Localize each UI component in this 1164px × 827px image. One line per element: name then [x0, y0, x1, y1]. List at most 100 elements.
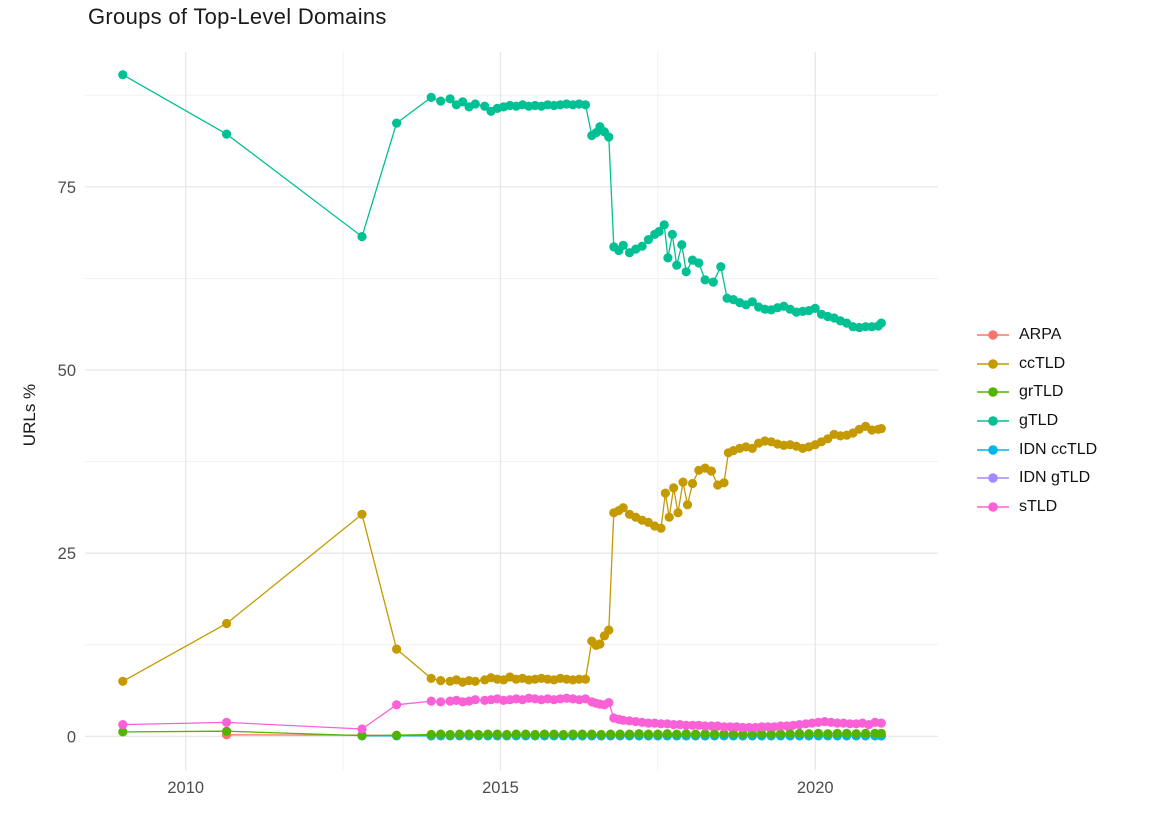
data-point [706, 466, 717, 476]
data-point [672, 260, 682, 270]
data-point [624, 729, 635, 739]
data-point [634, 729, 644, 739]
data-point [587, 729, 597, 739]
data-point [618, 503, 628, 513]
legend-key-icon [977, 502, 1009, 512]
data-point [876, 318, 886, 328]
legend-key-icon [977, 416, 1009, 426]
data-point [719, 722, 729, 732]
legend-label: IDN ccTLD [1019, 440, 1098, 458]
data-point [392, 644, 402, 654]
data-point [436, 697, 446, 707]
data-point [618, 240, 628, 250]
data-point [678, 477, 688, 487]
data-point [445, 94, 455, 104]
data-point [876, 718, 886, 728]
data-point [470, 676, 480, 686]
data-point [595, 639, 605, 649]
data-point [785, 729, 795, 739]
data-point [604, 625, 614, 635]
data-point [426, 673, 436, 684]
gridlines-minor [85, 52, 938, 770]
legend-key-icon [977, 473, 1009, 484]
data-point [669, 720, 679, 730]
x-tick-label: 2015 [482, 779, 519, 797]
data-point [700, 721, 710, 731]
legend-item-ccTLD: ccTLD [976, 350, 1097, 379]
data-point [558, 729, 569, 740]
legend-label: ARPA [1019, 326, 1062, 344]
data-point [766, 729, 776, 739]
data-point [738, 729, 748, 739]
data-point [823, 729, 833, 739]
data-point [810, 303, 820, 313]
data-point [568, 729, 578, 739]
data-point [725, 722, 735, 732]
data-point [118, 720, 128, 730]
data-point [222, 726, 232, 736]
legend-key-icon [977, 444, 1009, 455]
data-point [656, 523, 666, 533]
data-point [426, 696, 436, 706]
data-point [663, 253, 673, 263]
data-point [861, 728, 871, 739]
data-point [480, 101, 490, 111]
data-point [813, 728, 824, 739]
data-point [832, 728, 842, 739]
data-point [436, 676, 446, 686]
legend-key-icon [977, 330, 1009, 341]
data-point [357, 724, 367, 734]
legend-item-gTLD: gTLD [976, 407, 1097, 436]
legend-label: grTLD [1019, 383, 1064, 401]
data-point [530, 729, 540, 740]
x-tick-label: 2020 [797, 779, 834, 797]
series-ccTLD [118, 421, 886, 687]
legend-item-grTLD: grTLD [976, 378, 1097, 407]
data-point [392, 730, 402, 740]
data-point [458, 97, 468, 107]
data-point [483, 729, 493, 739]
data-point [728, 729, 739, 739]
data-point [464, 729, 474, 739]
data-point [677, 240, 687, 250]
data-point [521, 729, 531, 739]
data-point [876, 424, 886, 434]
series-sTLD [118, 693, 886, 734]
data-point [436, 729, 446, 739]
data-point [870, 728, 880, 739]
data-point [539, 729, 550, 739]
data-point [118, 727, 128, 737]
data-point [747, 443, 757, 453]
data-point [470, 695, 480, 705]
data-point [473, 729, 484, 740]
legend: ARPA ccTLD grTLD gTLD IDN ccTLD IDN gTLD sTLD [976, 321, 1097, 521]
y-tick-label: 0 [67, 728, 76, 746]
data-point [681, 267, 691, 277]
legend-item-IDN-gTLD: IDN gTLD [976, 464, 1097, 493]
data-point [357, 731, 367, 741]
data-point [687, 720, 698, 730]
data-point [687, 478, 698, 489]
data-point [673, 508, 683, 518]
data-point [580, 674, 591, 684]
data-point [643, 729, 654, 739]
series-line [122, 74, 882, 329]
data-point [637, 241, 647, 251]
data-point [794, 728, 805, 739]
legend-label: gTLD [1019, 412, 1059, 430]
data-point [719, 478, 729, 488]
data-point [615, 729, 625, 739]
data-point [659, 220, 669, 230]
data-point [604, 132, 614, 142]
data-point [118, 676, 128, 686]
axis-tick-labels: 0 25 50 75 2010 2015 2020 [58, 179, 834, 797]
data-point [681, 720, 691, 730]
x-tick-label: 2010 [167, 779, 204, 797]
data-point [656, 719, 666, 729]
legend-item-IDN-ccTLD: IDN ccTLD [976, 435, 1097, 464]
data-point [222, 717, 232, 728]
data-point [776, 729, 786, 739]
data-point [222, 618, 232, 629]
data-point [643, 235, 654, 245]
